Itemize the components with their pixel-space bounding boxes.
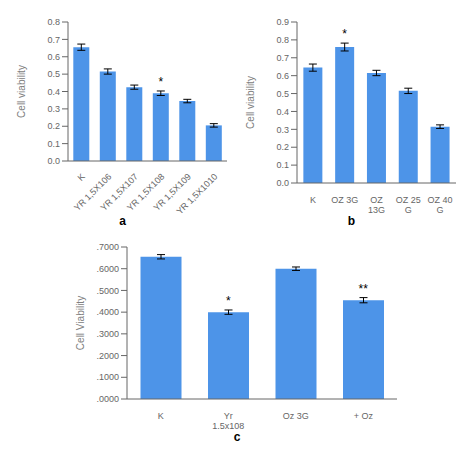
svg-text:0.7: 0.7 — [276, 53, 289, 63]
svg-text:*: * — [226, 294, 231, 308]
svg-text:YR 1,5X106: YR 1,5X106 — [72, 171, 114, 213]
svg-text:K: K — [310, 195, 316, 205]
svg-text:*: * — [342, 27, 347, 41]
svg-text:Cell viability: Cell viability — [245, 76, 256, 129]
svg-text:YR 1,5X107: YR 1,5X107 — [98, 171, 140, 213]
svg-text:0.4: 0.4 — [276, 107, 289, 117]
svg-text:OZ 3G: OZ 3G — [331, 195, 358, 205]
html-text:b: b — [347, 214, 356, 228]
svg-text:0.0: 0.0 — [47, 156, 60, 166]
svg-text:.0000: .0000 — [96, 394, 119, 404]
svg-text:0.3: 0.3 — [276, 125, 289, 135]
svg-text:K: K — [158, 411, 164, 421]
svg-text:**: ** — [359, 282, 369, 296]
svg-text:0.8: 0.8 — [47, 17, 60, 27]
svg-text:.2000: .2000 — [96, 351, 119, 361]
svg-text:0.1: 0.1 — [276, 160, 289, 170]
svg-text:OZ 25G: OZ 25G — [396, 195, 421, 213]
svg-text:.4000: .4000 — [96, 307, 119, 317]
svg-text:Yr1,5x108: Yr1,5x108 — [212, 411, 244, 429]
svg-text:.5000: .5000 — [96, 286, 119, 296]
svg-text:*: * — [158, 75, 163, 89]
svg-text:0.2: 0.2 — [47, 121, 60, 131]
svg-text:.6000: .6000 — [96, 264, 119, 274]
svg-text:YR 1,5X108: YR 1,5X108 — [125, 171, 167, 213]
svg-text:OZ13G: OZ13G — [368, 195, 385, 213]
svg-text:0.5: 0.5 — [276, 89, 289, 99]
svg-text:0.7: 0.7 — [47, 35, 60, 45]
svg-text:0.6: 0.6 — [47, 52, 60, 62]
svg-text:K: K — [76, 172, 87, 183]
svg-text:Oz 3G: Oz 3G — [283, 411, 309, 421]
svg-text:0.0: 0.0 — [276, 178, 289, 188]
svg-text:0.1: 0.1 — [47, 139, 60, 149]
svg-text:0.8: 0.8 — [276, 35, 289, 45]
svg-text:.3000: .3000 — [96, 329, 119, 339]
svg-text:OZ 40G: OZ 40G — [428, 195, 453, 213]
svg-text:0.2: 0.2 — [276, 142, 289, 152]
svg-text:0.3: 0.3 — [47, 104, 60, 114]
svg-text:0.6: 0.6 — [276, 71, 289, 81]
svg-text:+ Oz: + Oz — [354, 411, 374, 421]
svg-text:.7000: .7000 — [96, 242, 119, 252]
svg-text:0.4: 0.4 — [47, 87, 60, 97]
svg-text:Cell viability: Cell viability — [16, 65, 27, 118]
html-text:c: c — [233, 430, 241, 444]
svg-text:0.5: 0.5 — [47, 69, 60, 79]
svg-text:.1000: .1000 — [96, 372, 119, 382]
svg-text:YR 1,5X1010: YR 1,5X1010 — [174, 172, 219, 213]
html-text:a: a — [119, 214, 126, 228]
svg-text:0.9: 0.9 — [276, 17, 289, 27]
svg-text:Cell Viability: Cell Viability — [75, 296, 86, 350]
svg-text:YR 1,5X109: YR 1,5X109 — [151, 171, 193, 213]
